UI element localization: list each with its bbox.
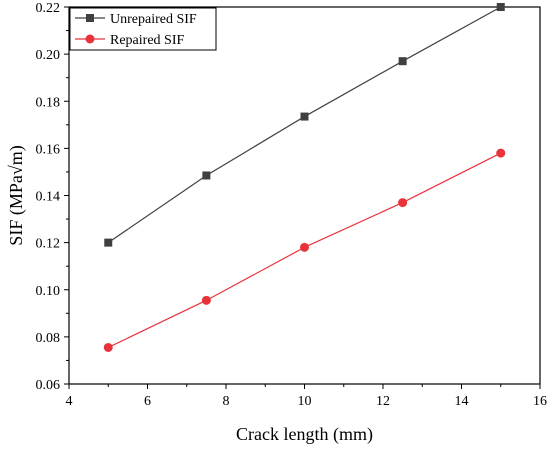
legend-marker-unrepaired bbox=[86, 14, 94, 22]
legend-label-repaired: Repaired SIF bbox=[110, 33, 184, 48]
data-point-repaired bbox=[496, 148, 506, 158]
data-point-unrepaired bbox=[300, 112, 309, 121]
plot-frame bbox=[68, 6, 541, 385]
data-point-repaired bbox=[300, 242, 309, 252]
x-axis-title: Crack length (mm) bbox=[236, 424, 373, 445]
x-tick-label: 6 bbox=[144, 394, 151, 409]
legend-box bbox=[69, 7, 217, 51]
series-layer bbox=[103, 3, 506, 352]
data-point-repaired bbox=[103, 342, 113, 352]
data-point-unrepaired bbox=[202, 171, 211, 180]
legend-marker-repaired bbox=[85, 34, 95, 44]
x-tick-label: 12 bbox=[376, 394, 390, 409]
x-tick-label: 16 bbox=[533, 394, 547, 409]
data-point-repaired bbox=[201, 295, 211, 305]
x-tick-label: 14 bbox=[455, 394, 469, 409]
x-tick-label: 8 bbox=[223, 394, 230, 409]
y-tick-label: 0.18 bbox=[36, 95, 61, 110]
y-axis-title: SIF (MPa√m) bbox=[6, 145, 27, 245]
y-tick-label: 0.20 bbox=[36, 48, 61, 63]
data-point-repaired bbox=[398, 198, 408, 208]
y-tick-label: 0.12 bbox=[36, 237, 61, 252]
x-axis-ticks: 4 6 8 10 12 14 16 bbox=[66, 384, 547, 409]
y-axis-ticks: 0.06 0.08 0.10 0.12 0.14 0.16 0.18 0.20 0.22 bbox=[36, 1, 69, 393]
y-tick-label: 0.16 bbox=[36, 142, 61, 157]
y-tick-label: 0.14 bbox=[36, 190, 61, 205]
data-point-unrepaired bbox=[398, 57, 407, 66]
legend-label-unrepaired: Unrepaired SIF bbox=[110, 12, 197, 27]
x-tick-label: 4 bbox=[66, 394, 73, 409]
y-tick-label: 0.10 bbox=[36, 284, 61, 299]
x-tick-label: 10 bbox=[298, 394, 312, 409]
y-tick-label: 0.08 bbox=[36, 331, 61, 346]
data-point-unrepaired bbox=[104, 238, 113, 247]
legend: Unrepaired SIF Repaired SIF bbox=[69, 7, 217, 51]
data-point-unrepaired bbox=[496, 3, 505, 11]
y-tick-label: 0.22 bbox=[36, 1, 61, 16]
y-tick-label: 0.06 bbox=[36, 378, 61, 393]
